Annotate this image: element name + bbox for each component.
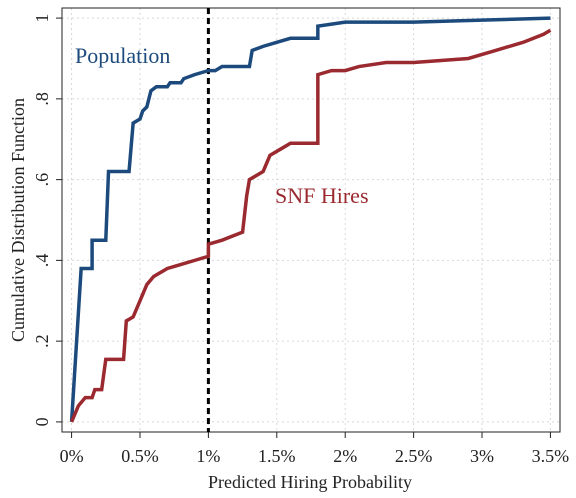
x-tick-label: 0.5%	[121, 446, 159, 466]
y-tick-label: .2	[32, 334, 52, 348]
series-label: SNF Hires	[275, 183, 369, 208]
x-tick-label: 3%	[470, 446, 494, 466]
x-tick-label: 3.5%	[532, 446, 570, 466]
y-tick-label: .4	[32, 254, 52, 268]
x-tick-label: 1.5%	[258, 446, 296, 466]
plot-area	[62, 8, 560, 432]
series-label: Population	[75, 43, 170, 68]
y-tick-label: 0	[32, 417, 52, 426]
plot-frame	[61, 7, 561, 433]
series-line	[69, 16, 551, 423]
x-axis-title: Predicted Hiring Probability	[208, 472, 412, 492]
x-tick-label: 0%	[60, 446, 84, 466]
x-tick-label: 2%	[333, 446, 357, 466]
x-tick-label: 1%	[196, 446, 220, 466]
y-axis-title: Cumulative Distribution Function	[8, 98, 28, 342]
series-line	[69, 28, 552, 423]
y-tick-label: .8	[32, 92, 52, 106]
y-tick-label: 1	[32, 14, 52, 23]
y-tick-label: .6	[32, 173, 52, 187]
x-tick-label: 2.5%	[395, 446, 433, 466]
